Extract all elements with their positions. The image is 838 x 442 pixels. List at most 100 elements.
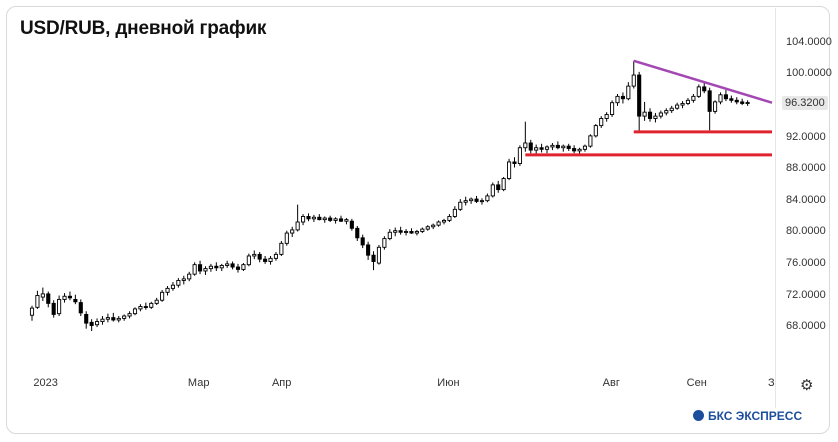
candle-body <box>507 161 512 179</box>
y-tick-label: 80.0000 <box>786 225 826 238</box>
candle-body <box>718 94 723 103</box>
candle-body <box>143 306 148 308</box>
x-tick-label: З <box>768 377 775 389</box>
candle-body <box>246 255 251 266</box>
candle-body <box>349 220 354 229</box>
gear-icon[interactable]: ⚙ <box>800 377 814 394</box>
chart-card <box>6 6 830 434</box>
candle-body <box>431 224 436 228</box>
candle-body <box>620 95 625 100</box>
candle-body <box>78 302 83 314</box>
candle-body <box>420 228 425 232</box>
brand-logo: БКС ЭКСПРЕСС <box>693 409 802 423</box>
candle-body <box>122 315 127 319</box>
y-tick-label: 104.0000 <box>786 35 832 48</box>
candle-body <box>295 221 300 231</box>
candle-body <box>317 216 322 221</box>
candle-body <box>203 268 208 272</box>
candle-body <box>680 103 685 106</box>
candle-body <box>610 102 615 115</box>
candle-body <box>241 264 246 270</box>
candle-body <box>257 253 262 260</box>
candle-body <box>523 142 528 149</box>
candle-body <box>344 219 349 222</box>
candle-body <box>490 184 495 197</box>
x-tick-label: Июн <box>437 377 460 389</box>
brand-name: БКС ЭКСПРЕСС <box>708 409 803 423</box>
candle-body <box>219 265 224 269</box>
candle-body <box>599 118 604 127</box>
candle-body <box>691 95 696 101</box>
candle-body <box>40 293 45 298</box>
candle-body <box>29 307 35 316</box>
candle-body <box>653 115 658 119</box>
candle-body <box>436 221 441 226</box>
candle-body <box>615 95 620 104</box>
candle-body <box>572 148 577 152</box>
candle-body <box>160 291 165 301</box>
candle-body <box>669 107 674 112</box>
y-tick-label: 100.0000 <box>786 67 832 80</box>
candle-body <box>485 195 490 202</box>
candle-body <box>46 293 51 304</box>
candle-body <box>176 280 181 286</box>
candle-body <box>588 135 593 147</box>
candle-body <box>647 111 653 119</box>
x-tick-label: Авг <box>602 377 620 389</box>
candle-body <box>729 98 734 101</box>
candle-body <box>496 184 501 191</box>
candle-body <box>463 200 468 203</box>
candle-body <box>154 299 159 304</box>
y-tick-label: 72.0000 <box>786 288 826 301</box>
candle-body <box>404 231 409 233</box>
candle-body <box>95 321 100 326</box>
candle-body <box>566 145 571 149</box>
chart-title: USD/RUB, дневной график <box>20 18 267 39</box>
candle-body <box>290 229 295 234</box>
candle-body <box>89 321 94 326</box>
candle-body <box>441 219 447 223</box>
candle-body <box>35 295 40 308</box>
candle-body <box>544 146 550 150</box>
candle-body <box>322 217 327 221</box>
candle-body <box>631 74 636 87</box>
candle-body <box>138 306 143 310</box>
candle-body <box>675 104 680 109</box>
candle-body <box>230 263 235 268</box>
candle-body <box>192 264 197 275</box>
price-axis-separator <box>775 8 776 408</box>
candle-body <box>198 264 203 272</box>
candle-body <box>73 298 78 303</box>
candle-body <box>696 86 701 97</box>
candle-body <box>707 90 712 112</box>
x-tick-label: Сен <box>686 377 707 389</box>
candle-body <box>550 144 555 148</box>
candle-body <box>593 125 598 137</box>
candle-body <box>452 208 457 217</box>
x-tick-label: Апр <box>271 377 292 389</box>
candle-body <box>425 226 430 230</box>
candle-body <box>328 217 333 221</box>
candle-body <box>528 142 533 151</box>
candle-body <box>116 317 121 321</box>
candle-body <box>252 253 257 257</box>
bks-logo-icon <box>693 410 704 421</box>
candle-body <box>181 278 186 281</box>
y-tick-label: 68.0000 <box>786 320 826 333</box>
candle-body <box>702 86 707 92</box>
candle-body <box>235 266 241 270</box>
candle-body <box>376 246 382 264</box>
candle-body <box>713 101 718 112</box>
candle-body <box>67 295 72 299</box>
candle-body <box>105 317 110 320</box>
candle-body <box>685 99 691 104</box>
candle-body <box>534 147 539 151</box>
candle-body <box>458 201 463 210</box>
candle-body <box>273 253 279 259</box>
candle-body <box>268 257 273 262</box>
candle-body <box>279 242 284 255</box>
x-tick-label: Мар <box>187 377 210 389</box>
candle-body <box>170 284 176 289</box>
candle-body <box>723 94 728 100</box>
